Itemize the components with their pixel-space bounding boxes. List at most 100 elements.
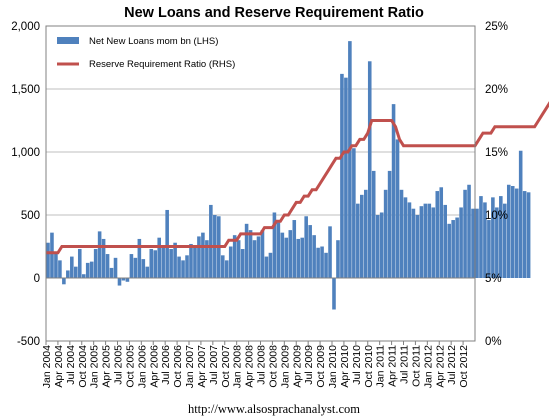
bar — [165, 209, 169, 278]
right-axis-ticks: 0% 5% 10% 15% 20% 25% — [485, 21, 508, 348]
plot-frame — [45, 25, 476, 342]
bar — [149, 249, 154, 278]
y-left-tick-label: 0 — [34, 273, 40, 285]
bar — [308, 225, 312, 278]
bar — [280, 232, 285, 278]
bar — [506, 184, 511, 278]
bar — [272, 212, 277, 278]
bar — [177, 256, 181, 278]
bar — [471, 208, 475, 278]
x-tick-label: Apr 2005 — [101, 345, 113, 388]
bar — [153, 250, 158, 278]
bar — [399, 189, 404, 278]
legend-label-bar: Net New Loans mom bn (LHS) — [89, 36, 218, 47]
bar — [244, 223, 249, 278]
legend: Net New Loans mom bn (LHS) Reserve Requi… — [57, 36, 235, 70]
bar — [439, 187, 444, 278]
bar — [356, 203, 360, 278]
bar — [415, 215, 420, 278]
bar — [435, 191, 440, 278]
bar — [503, 203, 507, 278]
bar — [487, 220, 491, 278]
bar — [66, 270, 70, 278]
bar — [423, 203, 428, 278]
x-tick-label: Oct 2010 — [363, 345, 375, 388]
bar — [224, 260, 229, 278]
x-tick-label: Jul 2006 — [160, 345, 172, 385]
source-url: http://www.alsosprachanalyst.com — [188, 402, 360, 416]
bar — [316, 247, 320, 278]
bar — [97, 231, 102, 278]
gridlines — [46, 25, 475, 342]
bar — [391, 104, 396, 279]
bar — [284, 237, 289, 278]
x-tick-label: Jan 2007 — [184, 345, 196, 388]
x-tick-label: Jan 2005 — [89, 345, 101, 388]
bar — [411, 208, 416, 278]
bar — [74, 266, 78, 278]
x-tick-label: Jan 2012 — [422, 345, 434, 388]
bar — [81, 274, 86, 278]
bar — [129, 254, 134, 278]
bar — [383, 189, 388, 278]
bar — [157, 237, 161, 278]
x-tick-label: Jan 2006 — [136, 345, 148, 388]
y-right-tick-label: 10% — [485, 210, 508, 222]
bar — [141, 259, 146, 278]
bar — [371, 170, 376, 278]
bar — [479, 196, 483, 278]
bar — [459, 207, 463, 278]
bar — [431, 207, 436, 278]
bar — [340, 73, 344, 278]
bar — [220, 255, 225, 278]
bar — [260, 230, 265, 278]
y-right-tick-label: 25% — [485, 21, 508, 33]
y-left-tick-label: 2,000 — [11, 21, 40, 33]
bar — [312, 235, 316, 278]
bar — [403, 197, 408, 278]
bar — [475, 208, 479, 278]
bar — [54, 252, 58, 278]
line-series — [46, 101, 549, 255]
x-tick-label: Jul 2011 — [399, 345, 411, 384]
bar — [201, 232, 205, 278]
bar — [344, 77, 348, 278]
x-tick-label: Oct 2011 — [410, 345, 422, 387]
bar — [197, 236, 201, 278]
x-tick-label: Jul 2010 — [351, 345, 363, 385]
x-tick-label: Jul 2005 — [113, 345, 125, 385]
x-tick-label: Apr 2010 — [339, 345, 351, 388]
bar — [443, 204, 447, 278]
x-tick-label: Oct 2009 — [315, 345, 327, 388]
bar — [89, 261, 94, 278]
bar — [296, 238, 301, 278]
x-axis-ticks: Jan 2004 Apr 2004 Jul 2004 Oct 2004 Jan 2005… — [41, 341, 470, 388]
bar — [173, 242, 177, 278]
bar — [522, 191, 527, 278]
bar — [209, 204, 213, 278]
x-tick-label: Oct 2007 — [220, 345, 232, 388]
bar — [85, 262, 90, 278]
x-tick-label: Apr 2008 — [244, 345, 256, 388]
bar — [161, 246, 165, 278]
bar — [46, 242, 50, 278]
bar — [288, 230, 293, 278]
x-tick-label: Jan 2011 — [375, 345, 387, 388]
bar — [336, 240, 340, 278]
bar — [320, 246, 324, 278]
bar — [70, 256, 74, 278]
bar — [419, 206, 424, 278]
bar — [58, 260, 62, 278]
bar — [105, 254, 110, 278]
bar — [387, 170, 392, 278]
bar — [240, 249, 245, 278]
chart-title: New Loans and Reserve Requirement Ratio — [124, 5, 424, 21]
left-axis-ticks: -500 0 500 1,000 1,500 2,000 — [11, 21, 40, 348]
bar — [324, 252, 328, 278]
x-tick-label: Apr 2004 — [53, 345, 65, 388]
bar — [518, 150, 523, 278]
y-left-tick-label: 500 — [21, 210, 40, 222]
x-tick-label: Jan 2008 — [232, 345, 244, 388]
bar — [276, 222, 281, 278]
